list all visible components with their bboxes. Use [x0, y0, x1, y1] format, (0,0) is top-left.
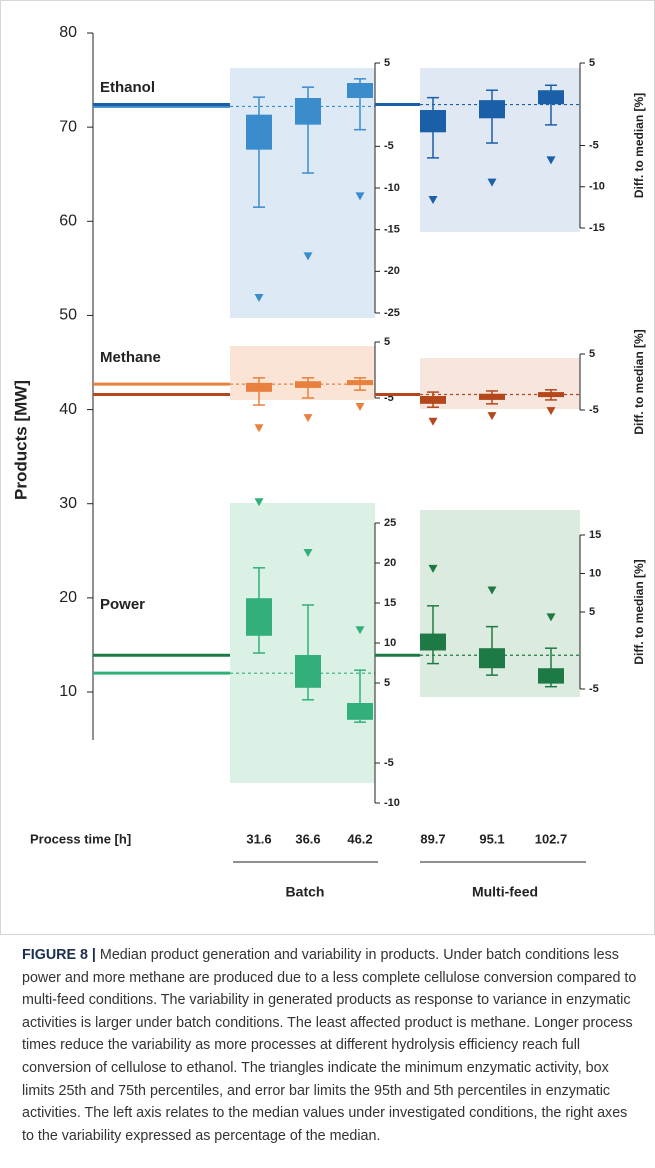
y-tick-label: 40 — [59, 401, 77, 418]
min-triangle — [355, 402, 365, 411]
box — [538, 90, 564, 105]
box — [347, 380, 373, 386]
y-tick-label: 80 — [59, 24, 77, 41]
y2-tick-label: -10 — [384, 797, 400, 809]
box — [420, 110, 446, 133]
min-triangle — [254, 424, 264, 433]
box — [479, 100, 505, 119]
y-tick-label: 20 — [59, 589, 77, 606]
box — [420, 396, 446, 404]
process-time: 95.1 — [479, 831, 504, 846]
y2-tick-label: 5 — [589, 348, 595, 360]
y2-tick-label: -5 — [589, 139, 599, 151]
y-axis-title: Products [MW] — [11, 380, 30, 500]
y2-tick-label: -10 — [384, 182, 400, 194]
min-triangle — [303, 252, 313, 261]
caption-label: FIGURE 8 | — [22, 947, 96, 963]
y2-tick-label: -5 — [384, 392, 394, 404]
y2-axis-title: Diff. to median [%] — [632, 559, 646, 664]
min-triangle — [487, 586, 497, 595]
y2-tick-label: -15 — [589, 222, 605, 234]
product-label: Methane — [100, 349, 161, 366]
y2-axis-title: Diff. to median [%] — [632, 93, 646, 198]
process-time: 46.2 — [347, 831, 372, 846]
box — [538, 392, 564, 398]
box — [347, 703, 373, 720]
min-triangle — [428, 417, 438, 426]
panel-background — [230, 346, 375, 400]
box — [347, 83, 373, 98]
y2-tick-label: -15 — [384, 224, 400, 236]
box — [420, 633, 446, 651]
y2-tick-label: 15 — [589, 529, 601, 541]
box — [246, 114, 272, 150]
y2-tick-label: 5 — [384, 57, 390, 69]
y2-tick-label: -5 — [384, 757, 394, 769]
y2-tick-label: -10 — [589, 181, 605, 193]
y-tick-label: 70 — [59, 118, 77, 135]
product-label: Ethanol — [100, 79, 155, 96]
y2-tick-label: -5 — [589, 404, 599, 416]
y2-tick-label: -5 — [589, 683, 599, 695]
process-time: 36.6 — [295, 831, 320, 846]
y2-tick-label: 5 — [384, 677, 390, 689]
min-triangle — [254, 498, 264, 507]
min-triangle — [428, 195, 438, 204]
box — [246, 382, 272, 392]
chart: Products [MW] Process time [h] 10 20 30 40 5… — [0, 0, 655, 935]
y2-tick-label: 10 — [589, 567, 601, 579]
y2-tick-label: 5 — [589, 606, 595, 618]
min-triangle — [254, 294, 264, 302]
min-triangle — [546, 613, 556, 622]
min-triangle — [487, 412, 497, 421]
box — [479, 393, 505, 400]
group-label: Batch — [286, 884, 325, 900]
group-label: Multi-feed — [472, 884, 538, 900]
x-axis-title: Process time [h] — [30, 831, 131, 846]
box — [479, 648, 505, 669]
panel-background — [230, 503, 375, 783]
min-triangle — [303, 414, 313, 423]
min-triangle — [303, 549, 313, 557]
caption-text: Median product generation and variabilit… — [22, 947, 637, 1144]
y2-tick-label: -25 — [384, 307, 400, 319]
y-tick-label: 60 — [59, 213, 77, 230]
min-triangle — [546, 156, 556, 165]
y-tick-label: 50 — [59, 307, 77, 324]
y-tick-label: 10 — [59, 683, 77, 700]
box — [295, 98, 321, 125]
process-time: 31.6 — [246, 831, 271, 846]
y2-tick-label: -5 — [384, 140, 394, 152]
process-time: 89.7 — [420, 831, 445, 846]
box — [295, 381, 321, 388]
y2-tick-label: 25 — [384, 517, 396, 529]
process-time: 102.7 — [535, 831, 568, 846]
min-triangle — [487, 178, 497, 187]
min-triangle — [355, 626, 365, 635]
y2-tick-label: 5 — [589, 57, 595, 69]
y2-tick-label: -20 — [384, 265, 400, 277]
y2-tick-label: 15 — [384, 597, 396, 609]
caption: FIGURE 8 | Median product generation and… — [22, 944, 638, 1147]
box — [295, 655, 321, 688]
y2-tick-label: 5 — [384, 336, 390, 348]
product-label: Power — [100, 596, 145, 613]
box — [538, 668, 564, 684]
min-triangle — [428, 564, 438, 573]
y-tick-label: 30 — [59, 495, 77, 512]
y2-tick-label: 10 — [384, 637, 396, 649]
min-triangle — [355, 192, 365, 201]
y2-tick-label: 20 — [384, 557, 396, 569]
min-triangle — [546, 407, 556, 416]
y2-axis-title: Diff. to median [%] — [632, 329, 646, 434]
box — [246, 598, 272, 636]
